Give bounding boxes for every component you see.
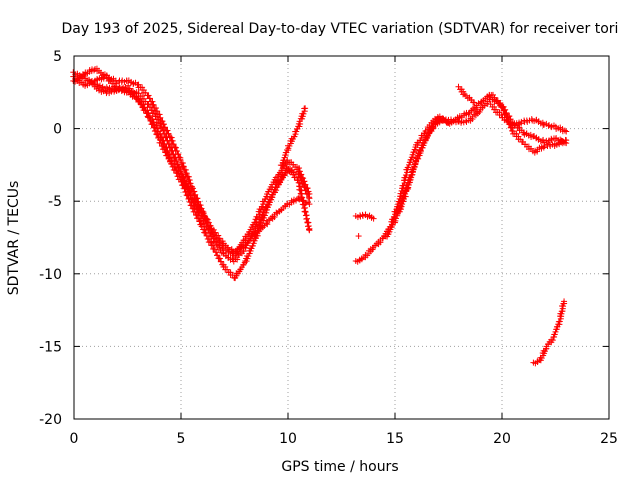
series-track-13 (530, 298, 568, 367)
series-track-9 (444, 91, 570, 156)
x-tick-labels: 0 5 10 15 20 25 (70, 431, 618, 447)
x-tick-label: 5 (177, 431, 186, 447)
axis-ticks (73, 55, 610, 420)
series-track-5 (277, 105, 309, 169)
x-tick-label: 25 (600, 431, 618, 447)
y-tick-label: -20 (39, 412, 62, 428)
y-tick-label: 0 (53, 122, 62, 138)
y-axis-label: SDTVAR / TECUs (6, 181, 22, 296)
x-axis-label: GPS time / hours (281, 459, 398, 475)
y-tick-label: -5 (48, 194, 62, 210)
y-tick-label: 5 (53, 49, 62, 65)
series-track-3 (70, 72, 313, 259)
series-track-12 (352, 211, 377, 222)
x-tick-label: 20 (493, 431, 511, 447)
x-tick-label: 15 (386, 431, 404, 447)
series-track-14 (306, 225, 362, 240)
series-track-6 (352, 113, 452, 265)
y-tick-label: -10 (39, 267, 62, 283)
series-track-8 (395, 94, 570, 215)
x-tick-label: 0 (70, 431, 79, 447)
x-tick-label: 10 (279, 431, 297, 447)
series-track-11 (455, 83, 478, 106)
plot-frame (73, 55, 610, 420)
series-track-4 (91, 82, 313, 282)
y-tick-labels: 5 0 -5 -10 -15 -20 (39, 49, 62, 428)
y-tick-label: -15 (39, 339, 62, 355)
chart-title: Day 193 of 2025, Sidereal Day-to-day VTE… (62, 21, 619, 37)
data-layer (70, 65, 570, 367)
series-track-10 (487, 101, 570, 135)
